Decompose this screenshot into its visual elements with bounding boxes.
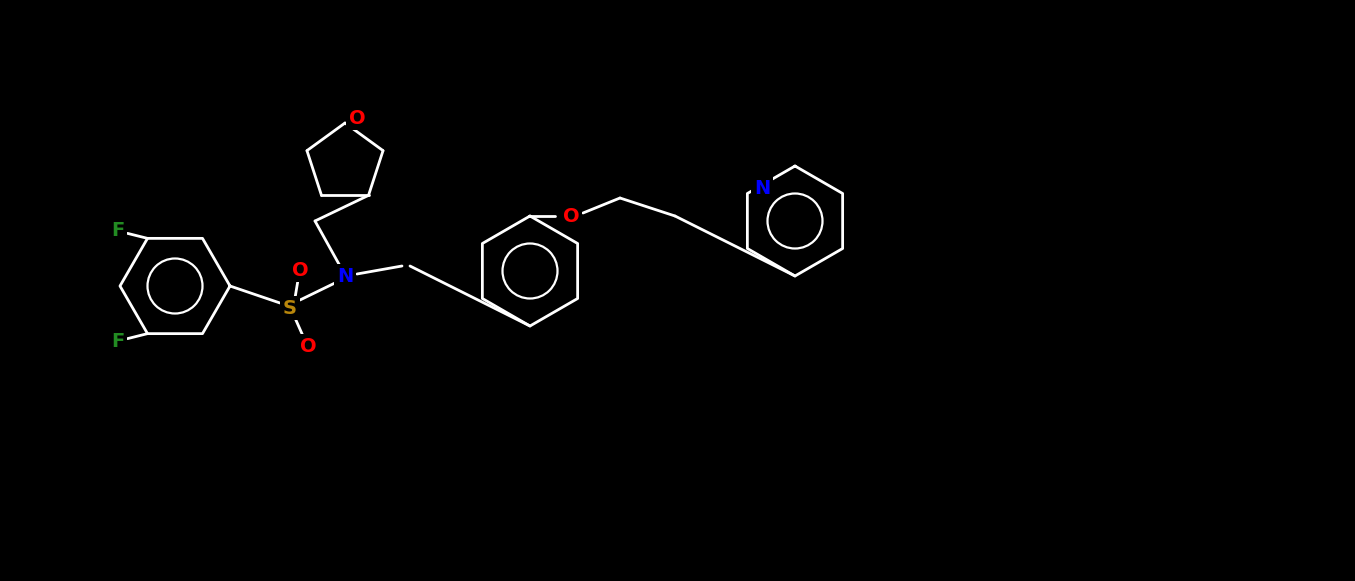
Text: F: F	[111, 332, 125, 351]
Text: S: S	[283, 299, 297, 317]
Text: N: N	[337, 267, 354, 285]
Text: O: O	[348, 109, 366, 127]
Text: O: O	[299, 336, 316, 356]
Text: F: F	[111, 221, 125, 240]
Text: O: O	[291, 260, 309, 279]
Text: N: N	[755, 179, 771, 198]
Text: O: O	[562, 206, 580, 225]
